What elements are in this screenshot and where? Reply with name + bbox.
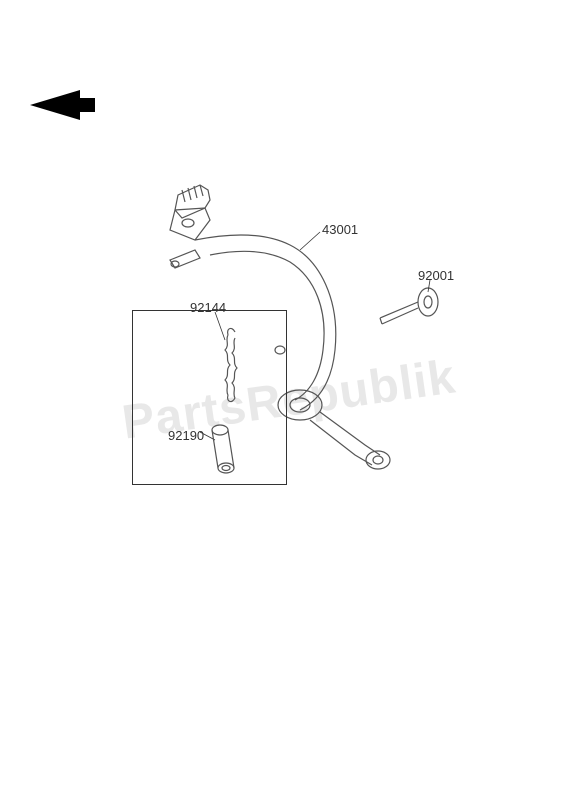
diagram-svg [0, 0, 578, 800]
bolt-part [380, 288, 438, 324]
part-label-92190: 92190 [168, 428, 204, 443]
parts-diagram: PartsRepublik [0, 0, 578, 800]
inset-box [132, 310, 287, 485]
part-label-43001: 43001 [322, 222, 358, 237]
part-label-92144: 92144 [190, 300, 226, 315]
part-label-92001: 92001 [418, 268, 454, 283]
direction-arrow-icon [30, 90, 95, 120]
